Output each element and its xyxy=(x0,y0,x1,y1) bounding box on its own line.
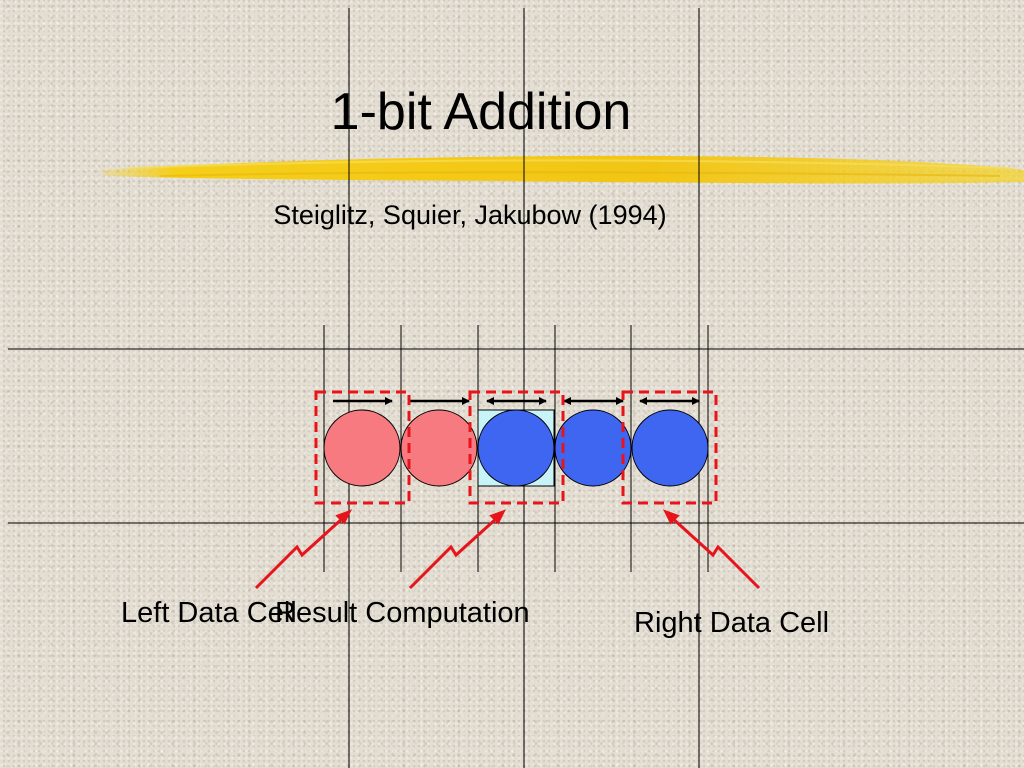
dashed-box-left-cell xyxy=(314,390,411,505)
cell-circle-2 xyxy=(400,409,478,487)
label-result-computation: Result Computation xyxy=(275,597,530,629)
cell-circle-3 xyxy=(477,409,555,487)
slide-title: 1-bit Addition xyxy=(330,83,632,141)
dashed-box-right-cell xyxy=(621,390,718,505)
pointer-left-cell xyxy=(254,509,353,590)
dashed-boxes xyxy=(314,390,718,505)
cell-circle-1 xyxy=(323,409,401,487)
pointer-result-cell xyxy=(408,509,507,590)
label-left-data-cell: Left Data Cell xyxy=(121,597,297,629)
pointers xyxy=(254,509,761,590)
slide-subtitle: Steiglitz, Squier, Jakubow (1994) xyxy=(273,200,667,230)
cells xyxy=(323,409,709,487)
cell-circle-4 xyxy=(554,409,632,487)
title-underline-highlight xyxy=(100,155,1024,184)
pointer-right-cell xyxy=(662,509,761,590)
dashed-box-result-cell xyxy=(468,390,565,505)
cell-circle-5 xyxy=(631,409,709,487)
grid-lines xyxy=(8,8,1024,768)
label-right-data-cell: Right Data Cell xyxy=(634,607,830,639)
